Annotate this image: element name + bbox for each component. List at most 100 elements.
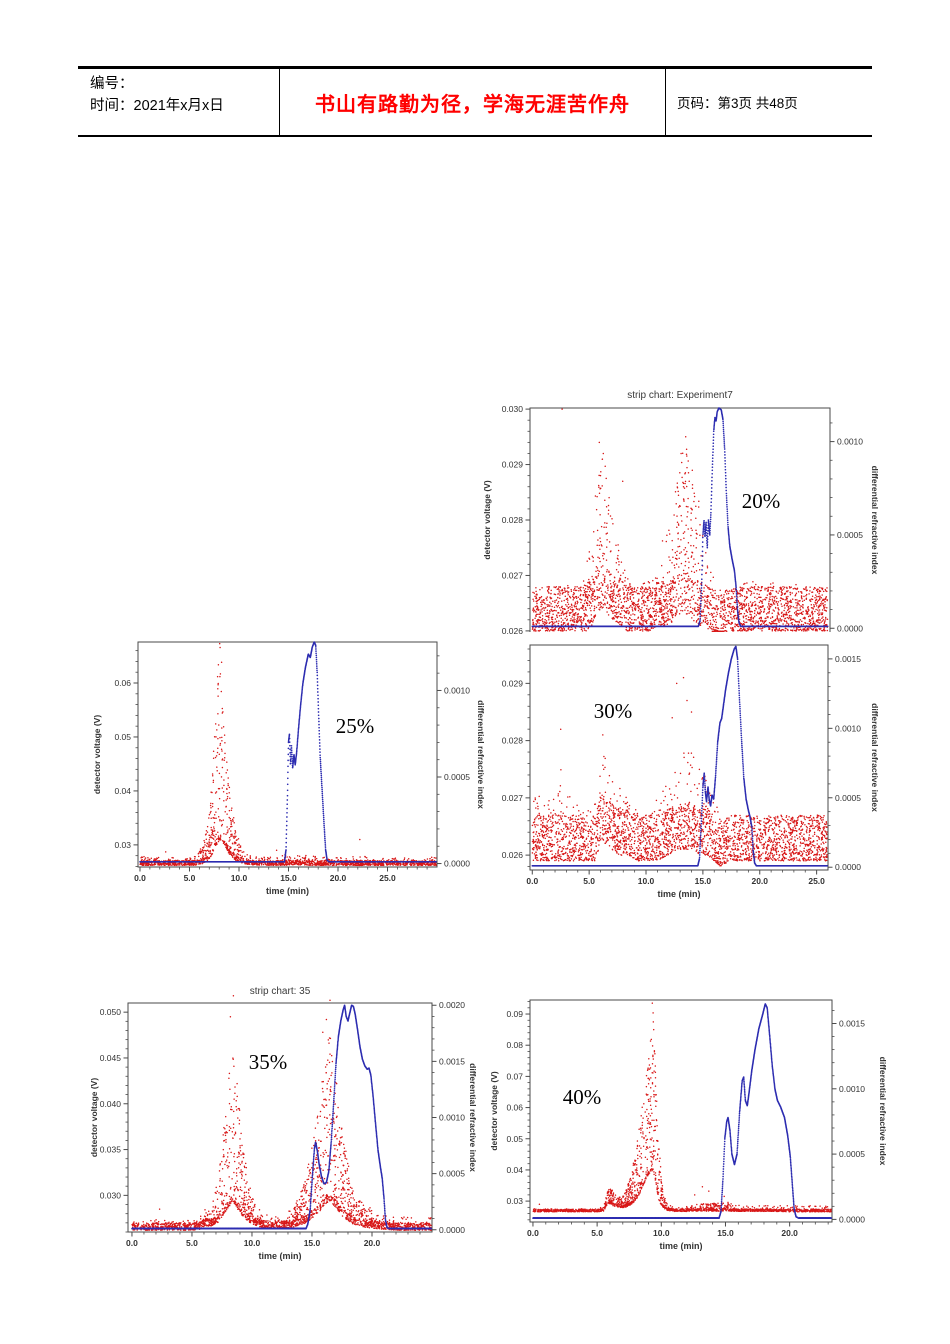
strip-chart-20pct: 0.026 0.027 0.028 0.029 0.030 0.0000 0.0005 0.0… xyxy=(480,384,948,636)
svg-text:0.0015: 0.0015 xyxy=(839,1019,865,1029)
svg-text:strip chart: Experiment7: strip chart: Experiment7 xyxy=(627,390,733,401)
svg-text:0.0: 0.0 xyxy=(526,876,538,886)
strip-chart-30pct: 0.026 0.027 0.028 0.029 0.0000 0.0005 0.0010 0.… xyxy=(480,641,948,913)
plot-frame xyxy=(127,1002,433,1233)
svg-text:0.0010: 0.0010 xyxy=(439,1113,465,1123)
concentration-annotation: 25% xyxy=(336,714,375,738)
svg-text:10.0: 10.0 xyxy=(231,873,248,883)
svg-text:0.04: 0.04 xyxy=(114,786,131,796)
svg-text:differential refractive index: differential refractive index xyxy=(878,1057,888,1166)
svg-text:0.0020: 0.0020 xyxy=(439,1000,465,1010)
strip-chart-40pct: 0.03 0.04 0.05 0.06 0.07 0.08 0.09 0.0000 0.0005… xyxy=(488,985,948,1285)
svg-text:0.0015: 0.0015 xyxy=(835,654,861,664)
strip-chart-25pct: 0.03 0.04 0.05 0.06 0.0000 0.0005 0.0010 0.0 5.0… xyxy=(85,623,488,915)
plot-frame xyxy=(529,644,829,871)
svg-text:20.0: 20.0 xyxy=(330,873,347,883)
svg-text:time (min): time (min) xyxy=(659,1241,702,1251)
svg-text:5.0: 5.0 xyxy=(591,1228,603,1238)
svg-text:0.06: 0.06 xyxy=(114,678,131,688)
svg-text:time (min): time (min) xyxy=(657,889,700,899)
detector-voltage-scatter xyxy=(531,408,829,632)
concentration-annotation: 30% xyxy=(594,699,633,723)
svg-text:0.0: 0.0 xyxy=(527,1228,539,1238)
detector-voltage-scatter xyxy=(532,1002,832,1213)
svg-text:0.04: 0.04 xyxy=(506,1165,523,1175)
concentration-annotation: 40% xyxy=(563,1085,602,1109)
svg-text:detector voltage (V): detector voltage (V) xyxy=(489,1071,499,1151)
refractive-index-curve xyxy=(139,641,438,863)
svg-text:detector voltage (V): detector voltage (V) xyxy=(482,480,492,560)
svg-text:time (min): time (min) xyxy=(266,886,309,896)
svg-text:differential refractive index: differential refractive index xyxy=(476,700,486,809)
document-header: 编号： 时间：2021年x月x日 书山有路勤为径，学海无涯苦作舟 页码：第3页 … xyxy=(78,66,872,137)
svg-text:0.06: 0.06 xyxy=(506,1103,523,1113)
plot-frame xyxy=(529,999,833,1223)
svg-text:differential refractive index: differential refractive index xyxy=(870,466,880,575)
svg-text:0.0005: 0.0005 xyxy=(835,793,861,803)
svg-text:0.0015: 0.0015 xyxy=(439,1056,465,1066)
svg-text:0.0000: 0.0000 xyxy=(835,862,861,872)
svg-text:detector voltage (V): detector voltage (V) xyxy=(89,1078,99,1158)
svg-text:0.0000: 0.0000 xyxy=(439,1225,465,1235)
svg-text:15.0: 15.0 xyxy=(280,873,297,883)
svg-text:5.0: 5.0 xyxy=(583,876,595,886)
svg-text:0.0000: 0.0000 xyxy=(444,859,470,869)
svg-text:0.027: 0.027 xyxy=(502,793,524,803)
svg-text:25.0: 25.0 xyxy=(379,873,396,883)
svg-text:15.0: 15.0 xyxy=(695,876,712,886)
svg-text:25.0: 25.0 xyxy=(808,876,825,886)
svg-text:0.0010: 0.0010 xyxy=(837,437,863,447)
header-motto: 书山有路勤为径，学海无涯苦作舟 xyxy=(315,93,630,116)
svg-text:20.0: 20.0 xyxy=(781,1228,798,1238)
svg-text:0.0005: 0.0005 xyxy=(439,1169,465,1179)
svg-text:20.0: 20.0 xyxy=(364,1238,381,1248)
svg-text:0.030: 0.030 xyxy=(502,404,524,414)
concentration-annotation: 35% xyxy=(249,1050,288,1074)
svg-text:strip chart: 35: strip chart: 35 xyxy=(250,986,311,997)
svg-text:0.03: 0.03 xyxy=(506,1196,523,1206)
svg-text:0.07: 0.07 xyxy=(506,1071,523,1081)
chart-canvas-c40: 0.03 0.04 0.05 0.06 0.07 0.08 0.09 0.0000 0.0005… xyxy=(489,999,888,1251)
svg-text:detector voltage (V): detector voltage (V) xyxy=(92,715,102,795)
svg-text:0.05: 0.05 xyxy=(114,732,131,742)
refractive-index-curve xyxy=(531,645,829,867)
plot-frame xyxy=(529,407,831,632)
svg-text:0.09: 0.09 xyxy=(506,1009,523,1019)
svg-text:15.0: 15.0 xyxy=(717,1228,734,1238)
svg-text:0.027: 0.027 xyxy=(502,570,524,580)
page-number-label: 页码：第3页 共48页 xyxy=(677,96,798,111)
svg-text:differential refractive index: differential refractive index xyxy=(870,703,880,812)
svg-text:0.030: 0.030 xyxy=(100,1190,122,1200)
svg-text:0.0005: 0.0005 xyxy=(839,1149,865,1159)
svg-text:0.028: 0.028 xyxy=(502,736,524,746)
svg-text:0.0: 0.0 xyxy=(134,873,146,883)
strip-chart-35pct: 0.030 0.035 0.040 0.045 0.050 0.0000 0.0005 0.0… xyxy=(85,980,487,1280)
svg-text:0.0010: 0.0010 xyxy=(835,723,861,733)
svg-text:20.0: 20.0 xyxy=(751,876,768,886)
chart-canvas-c25: 0.03 0.04 0.05 0.06 0.0000 0.0005 0.0010 0.0 5.0… xyxy=(92,641,486,896)
svg-text:0.026: 0.026 xyxy=(502,626,524,636)
chart-canvas-c35: 0.030 0.035 0.040 0.045 0.050 0.0000 0.0005 0.0… xyxy=(89,986,478,1261)
svg-text:0.0005: 0.0005 xyxy=(444,772,470,782)
svg-text:10.0: 10.0 xyxy=(244,1238,261,1248)
svg-text:5.0: 5.0 xyxy=(186,1238,198,1248)
svg-text:0.08: 0.08 xyxy=(506,1040,523,1050)
svg-text:differential refractive index: differential refractive index xyxy=(468,1063,478,1172)
doc-date-label: 时间：2021年x月x日 xyxy=(90,97,224,114)
svg-text:0.026: 0.026 xyxy=(502,850,524,860)
svg-text:0.050: 0.050 xyxy=(100,1007,122,1017)
svg-text:0.0010: 0.0010 xyxy=(839,1084,865,1094)
svg-text:0.040: 0.040 xyxy=(100,1099,122,1109)
svg-text:10.0: 10.0 xyxy=(653,1228,670,1238)
svg-text:15.0: 15.0 xyxy=(304,1238,321,1248)
svg-text:0.029: 0.029 xyxy=(502,678,524,688)
svg-text:0.045: 0.045 xyxy=(100,1053,122,1063)
svg-text:0.029: 0.029 xyxy=(502,460,524,470)
svg-text:0.0000: 0.0000 xyxy=(839,1214,865,1224)
chart-canvas-c20: 0.026 0.027 0.028 0.029 0.030 0.0000 0.0005 0.0… xyxy=(482,390,880,636)
svg-text:0.035: 0.035 xyxy=(100,1145,122,1155)
svg-text:0.0010: 0.0010 xyxy=(444,685,470,695)
plot-frame xyxy=(137,641,438,868)
chart-canvas-c30: 0.026 0.027 0.028 0.029 0.0000 0.0005 0.0010 0.… xyxy=(502,644,880,899)
svg-text:5.0: 5.0 xyxy=(184,873,196,883)
